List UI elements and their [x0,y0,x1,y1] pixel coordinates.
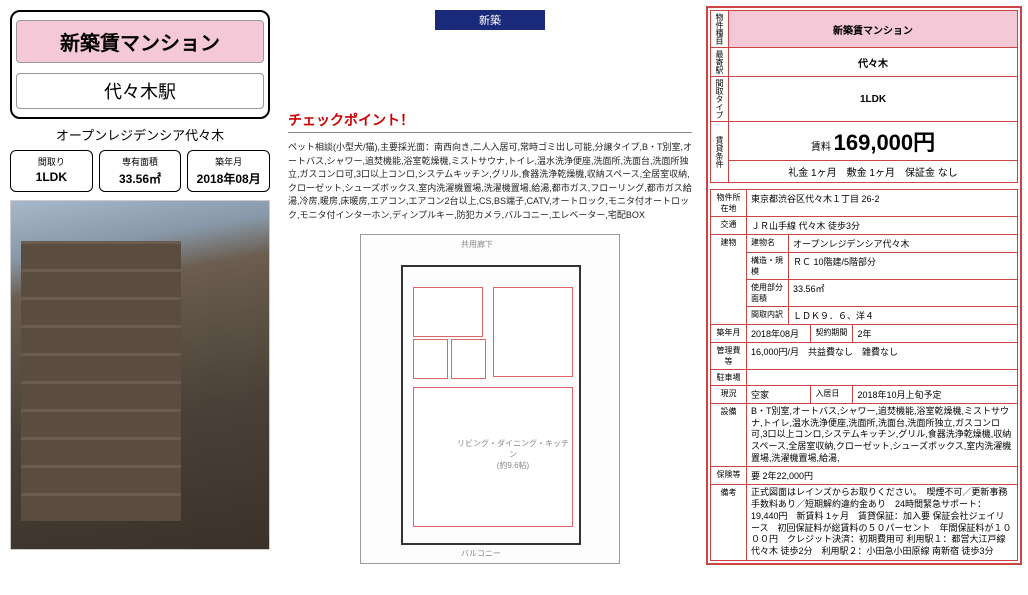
left-column: 新築賃マンション 代々木駅 オープンレジデンシア代々木 間取り 1LDK 専有面… [0,0,280,595]
building-name: オープンレジデンシア代々木 [10,125,270,144]
spec-area: 専有面積 33.56㎡ [99,150,182,192]
summary-fees: 礼金 1ヶ月 敷金 1ヶ月 保証金 なし [729,161,1018,183]
spec-layout: 間取り 1LDK [10,150,93,192]
summary-table: 物件種目 新築賃マンション 最寄駅 代々木 間取タイプ 1LDK 賃貸条件 賃料… [706,6,1022,565]
right-column: 物件種目 新築賃マンション 最寄駅 代々木 間取タイプ 1LDK 賃貸条件 賃料… [700,0,1028,595]
checkpoint-heading: チェックポイント！ [288,110,692,133]
summary-type: 新築賃マンション [729,11,1018,48]
summary-layout: 1LDK [729,77,1018,122]
middle-column: 新築 チェックポイント！ ペット相談(小型犬/猫),主要採光面：南西向き,二人入… [280,0,700,595]
property-type-title: 新築賃マンション [16,20,264,63]
detail-equipment: B・T別室,オートバス,シャワー,追焚機能,浴室乾燥機,ミストサウナ,トイレ,温… [747,404,1018,467]
summary-station: 代々木 [729,48,1018,77]
detail-access: ＪＲ山手線 代々木 徒歩3分 [747,217,1018,235]
spec-built: 築年月 2018年08月 [187,150,270,192]
detail-address: 東京都渋谷区代々木１丁目 26-2 [747,190,1018,217]
title-card: 新築賃マンション 代々木駅 [10,10,270,119]
floorplan-image: 共用廊下 リビング・ダイニング・キッチン(約9.6帖) バルコニー [360,234,620,564]
new-badge: 新築 [435,10,545,30]
station-name: 代々木駅 [16,73,264,109]
summary-rent: 賃料 169,000円 [729,122,1018,161]
detail-remarks: 正式図面はレインズからお取りください。 喫煙不可／更新事務手数料あり／短期解約違… [747,485,1018,560]
spec-row: 間取り 1LDK 専有面積 33.56㎡ 築年月 2018年08月 [10,150,270,192]
features-text: ペット相談(小型犬/猫),主要採光面：南西向き,二人入居可,常時ゴミ出し可能,分… [288,141,692,222]
building-photo [10,200,270,550]
